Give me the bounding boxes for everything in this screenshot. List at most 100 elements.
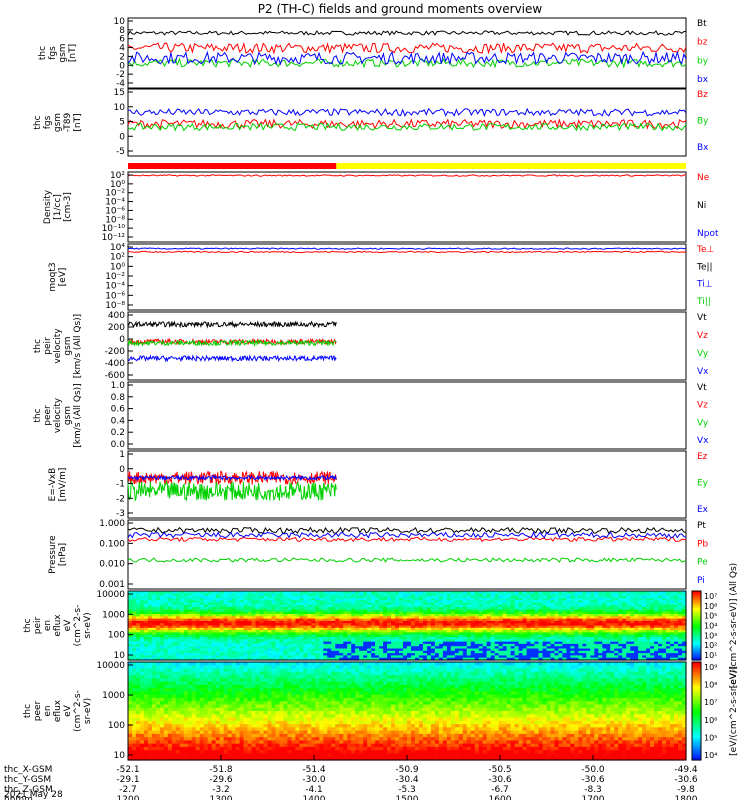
spectrogram-cell	[151, 720, 157, 725]
spectrogram-cell	[518, 616, 524, 620]
spectrogram-cell	[530, 620, 536, 624]
spectrogram-cell	[602, 637, 607, 640]
spectrogram-cell	[462, 637, 468, 640]
spectrogram-cell	[594, 616, 599, 620]
spectrogram-cell	[147, 643, 153, 647]
spectrogram-cell	[510, 634, 516, 638]
spectrogram-cell	[251, 607, 257, 610]
spectrogram-cell	[506, 604, 512, 608]
spectrogram-cell	[610, 639, 615, 643]
spectrogram-cell	[566, 637, 572, 640]
spectrogram-cell	[275, 595, 281, 599]
spectrogram-cell	[630, 648, 635, 652]
spectrogram-cell	[586, 593, 591, 597]
spectrogram-cell	[383, 650, 388, 654]
spectrogram-cell	[438, 597, 444, 601]
spectrogram-cell	[618, 593, 623, 597]
spectrogram-cell	[474, 595, 480, 599]
spectrogram-cell	[155, 643, 161, 647]
spectrogram-cell	[287, 620, 293, 624]
spectrogram-cell	[554, 632, 560, 636]
spectrogram-cell	[255, 646, 261, 650]
spectrogram-cell	[606, 646, 611, 650]
spectrogram-cell	[403, 623, 408, 627]
spectrogram-cell	[514, 646, 520, 650]
spectrogram-cell	[179, 630, 185, 633]
spectrogram-cell	[395, 627, 400, 631]
spectrogram-cell	[283, 623, 289, 627]
spectrogram-cell	[395, 657, 400, 661]
spectrogram-cell	[650, 607, 655, 610]
y-axis-label: -T89	[63, 113, 73, 133]
spectrogram-cell	[574, 627, 579, 631]
spectrogram-cell	[199, 634, 205, 638]
spectrogram-cell	[163, 600, 169, 604]
spectrogram-cell	[383, 639, 388, 643]
spectrogram-cell	[151, 714, 157, 719]
spectrogram-cell	[311, 641, 316, 645]
spectrogram-cell	[646, 639, 651, 643]
spectrogram-cell	[183, 607, 189, 610]
spectrogram-cell	[566, 600, 572, 604]
spectrogram-cell	[558, 634, 564, 638]
spectrogram-cell	[466, 609, 472, 613]
spectrogram-cell	[135, 657, 141, 661]
spectrogram-cell	[554, 607, 560, 610]
spectrogram-cell	[331, 653, 336, 656]
spectrogram-cell	[163, 604, 169, 608]
colorbar-step	[692, 594, 701, 597]
spectrogram-cell	[562, 655, 568, 659]
spectrogram-cell	[450, 639, 456, 643]
y-tick-label: -200	[105, 347, 126, 357]
spectrogram-cell	[426, 604, 432, 608]
spectrogram-cell	[566, 627, 572, 631]
spectrogram-cell	[538, 623, 544, 627]
spectrogram-cell	[131, 609, 137, 613]
spectrogram-cell	[343, 591, 348, 594]
spectrogram-cell	[251, 637, 257, 640]
spectrogram-cell	[227, 595, 233, 599]
spectrogram-cell	[215, 611, 221, 615]
spectrogram-cell	[442, 600, 448, 604]
spectrogram-cell	[203, 614, 209, 617]
spectrogram-cell	[187, 717, 193, 722]
spectrogram-cell	[614, 609, 619, 613]
spectrogram-cell	[486, 639, 492, 643]
colorbar-step	[692, 644, 701, 647]
legend-entry: Bx	[697, 143, 709, 153]
spectrogram-cell	[434, 620, 440, 624]
spectrogram-cell	[227, 627, 233, 631]
spectrogram-cell	[454, 591, 460, 594]
spectrogram-cell	[247, 604, 253, 608]
spectrogram-cell	[151, 750, 157, 755]
spectrogram-cell	[558, 602, 564, 606]
spectrogram-cell	[187, 614, 193, 617]
spectrogram-cell	[243, 646, 249, 650]
spectrogram-cell	[219, 655, 225, 659]
spectrogram-cell	[359, 595, 364, 599]
spectrogram-cell	[538, 648, 544, 652]
spectrogram-cell	[610, 650, 615, 654]
spectrogram-cell	[167, 602, 173, 606]
y-tick-label: -5	[116, 147, 125, 157]
spectrogram-cell	[131, 737, 137, 741]
spectrogram-cell	[235, 616, 241, 620]
series-Pb	[127, 536, 687, 543]
spectrogram-cell	[255, 607, 261, 610]
spectrogram-cell	[219, 634, 225, 638]
spectrogram-cell	[347, 607, 352, 610]
spectrogram-cell	[143, 614, 149, 617]
spectrogram-cell	[359, 611, 364, 615]
spectrogram-cell	[610, 620, 615, 624]
spectrogram-cell	[183, 694, 189, 699]
spectrogram-cell	[383, 646, 388, 650]
spectrogram-cell	[195, 627, 201, 631]
spectrogram-cell	[175, 675, 181, 679]
spectrogram-cell	[418, 632, 424, 636]
spectrogram-cell	[438, 655, 444, 659]
spectrogram-cell	[171, 639, 177, 643]
spectrogram-cell	[219, 625, 225, 629]
series-by	[127, 57, 687, 69]
spectrogram-cell	[466, 611, 472, 615]
spectrogram-cell	[426, 625, 432, 629]
